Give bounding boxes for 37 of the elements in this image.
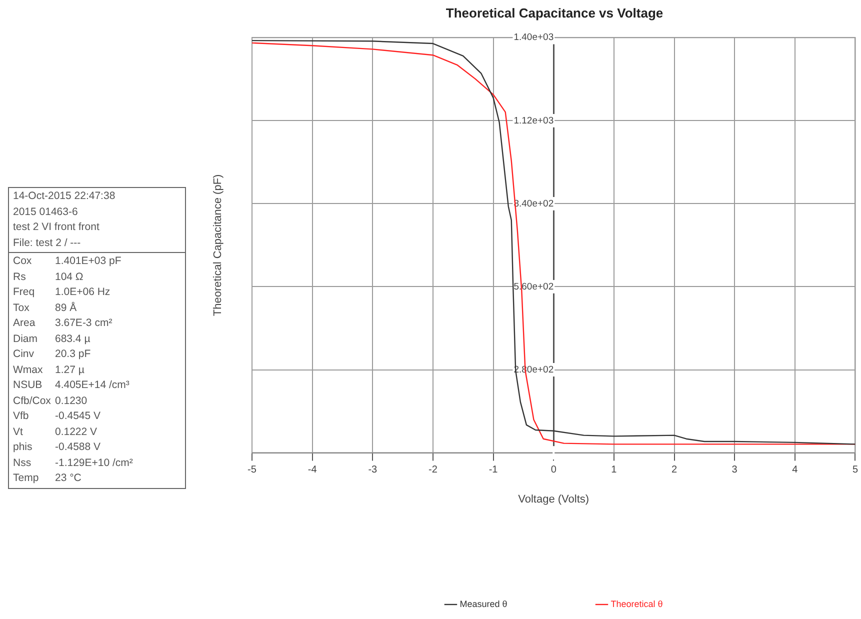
x-tick-label: 5 <box>852 464 858 476</box>
text: Nss -1.129E+10 /cm² <box>13 456 133 468</box>
text: Wmax 1.27 µ <box>13 362 86 378</box>
text: Cinv 20.3 pF <box>13 348 91 360</box>
text: Diam 683.4 µ <box>13 332 90 344</box>
text: 2015 01463-6 <box>13 204 79 220</box>
x-tick-label: -3 <box>368 464 378 476</box>
x-tick-label: 0 <box>550 464 557 476</box>
x-tick-label: -4 <box>308 464 318 476</box>
text: Area 3.67E-3 cm² <box>13 317 112 329</box>
legend-label: Theoretical θ <box>610 598 663 609</box>
text: Temp 23 °C <box>13 472 82 484</box>
text: test 2 VI front front <box>13 220 100 235</box>
text: File: test 2 / --- <box>13 236 82 250</box>
text: Vt 0.1222 V <box>13 426 98 438</box>
text: Tox 89 Å <box>13 302 77 314</box>
x-tick-label: -2 <box>428 464 438 476</box>
legend-label: Measured θ <box>460 598 508 609</box>
x-axis-title: Voltage (Volts) <box>518 493 590 506</box>
x-tick-label: -1 <box>488 464 498 476</box>
x-tick-label: 4 <box>792 464 798 476</box>
text: phis -0.4588 V <box>13 441 101 453</box>
chart-title: Theoretical Capacitance vs Voltage <box>446 5 664 20</box>
x-tick-label: 3 <box>732 464 738 476</box>
y-tick-label: 1.12e+03 <box>514 115 554 126</box>
text: 14-Oct-2015 22:47:38 <box>13 189 116 204</box>
x-tick-label: 1 <box>611 464 618 476</box>
x-tick-label: -5 <box>248 464 257 476</box>
x-tick-label: 2 <box>671 464 678 476</box>
text: NSUB 4.405E+14 /cm³ <box>13 379 130 391</box>
text: Freq 1.0E+06 Hz <box>13 286 110 298</box>
text: Vfb -0.4545 V <box>13 410 101 422</box>
text: Rs 104 Ω <box>13 270 84 282</box>
text: Cfb/Cox 0.1230 <box>13 394 88 408</box>
y-axis-title: Theoretical Capacitance (pF) <box>212 174 224 316</box>
y-tick-label: 1.40e+03 <box>514 32 554 44</box>
text: Cox 1.401E+03 pF <box>13 255 122 267</box>
